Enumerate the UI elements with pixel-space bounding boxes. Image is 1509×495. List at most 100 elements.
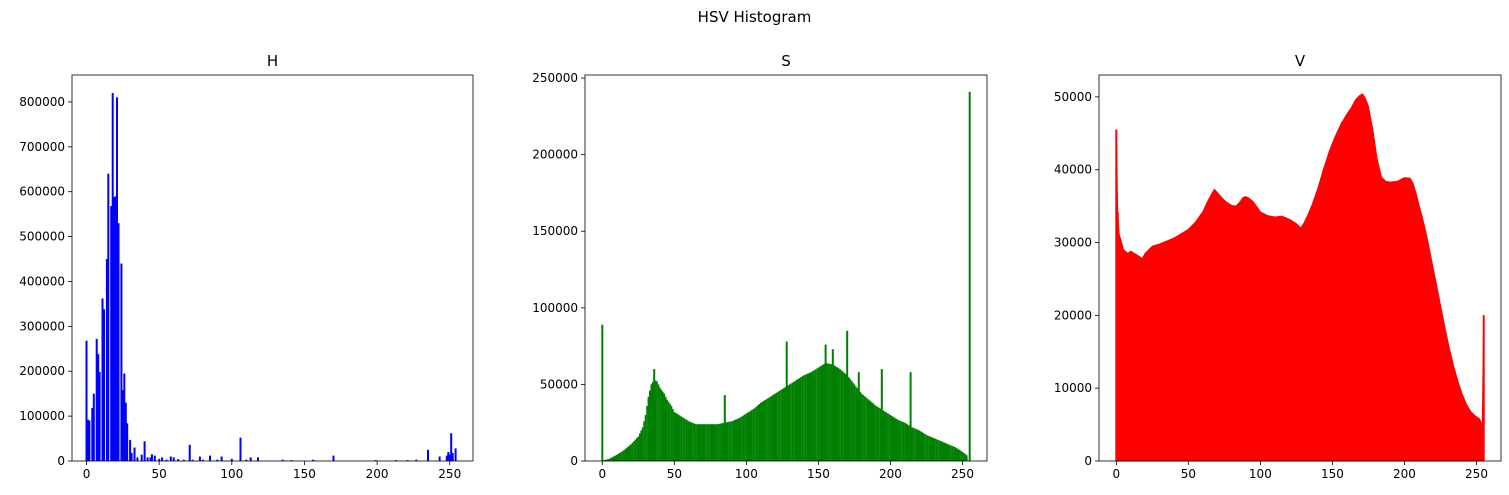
bar: [845, 374, 847, 461]
bar: [715, 424, 717, 461]
bar: [781, 389, 784, 461]
bar: [712, 424, 714, 461]
bar: [866, 398, 869, 461]
bar: [752, 408, 755, 461]
bar: [757, 405, 759, 461]
y-tick-label: 600000: [19, 185, 65, 199]
bar: [914, 428, 916, 461]
bar: [660, 389, 663, 461]
bar: [120, 263, 123, 461]
bar: [794, 380, 797, 461]
bar: [905, 423, 908, 461]
spike-bar: [1118, 235, 1121, 461]
bar: [136, 457, 139, 461]
bar: [840, 370, 843, 461]
x-tick-label: 50: [1181, 467, 1196, 481]
bar: [742, 415, 745, 461]
bar: [728, 421, 730, 461]
bar: [770, 396, 772, 461]
bar: [716, 424, 719, 461]
bar: [92, 393, 95, 461]
bar: [778, 390, 781, 461]
bar: [124, 402, 127, 461]
axes-frame: [71, 74, 474, 462]
bar: [780, 389, 782, 461]
bar: [810, 372, 812, 461]
bar: [938, 440, 941, 461]
bar: [146, 457, 149, 461]
bar: [896, 419, 899, 461]
chart-panel-s: S 0 50 100 150 200 250 0 50000 100000 150000 200000…: [532, 52, 988, 481]
bar: [113, 197, 116, 461]
bar: [617, 454, 619, 461]
bar: [758, 404, 761, 461]
bar: [829, 363, 831, 461]
bar: [964, 454, 967, 461]
bar: [290, 460, 293, 461]
bar: [114, 196, 117, 461]
bar: [928, 436, 931, 461]
x-tick-label: 250: [951, 467, 974, 481]
y-tick-label: 700000: [19, 140, 65, 154]
bar: [438, 456, 441, 461]
bar: [121, 390, 124, 461]
bar: [767, 398, 769, 461]
bar: [312, 459, 315, 461]
y-tick-label: 250000: [532, 71, 578, 85]
bar: [784, 387, 787, 461]
bar: [814, 369, 817, 461]
x-tick-label: 200: [366, 467, 389, 481]
bar: [209, 455, 211, 461]
bar: [689, 421, 691, 461]
bar: [663, 393, 665, 461]
chart-title: S: [781, 52, 791, 70]
bar: [816, 368, 818, 461]
bar: [615, 454, 618, 461]
bar: [741, 416, 743, 461]
y-tick-label: 50000: [1054, 90, 1092, 104]
bar: [849, 378, 851, 461]
x-tick-label: 0: [1112, 467, 1120, 481]
bar: [944, 442, 946, 461]
bar: [842, 371, 844, 461]
bar: [922, 433, 925, 461]
bar: [628, 445, 631, 461]
bar: [216, 459, 219, 461]
axes-frame: [1098, 74, 1502, 462]
chart-title: H: [267, 52, 278, 70]
bar: [885, 412, 887, 461]
bar: [787, 385, 789, 461]
bar: [820, 365, 823, 461]
bar: [888, 414, 890, 461]
bar: [85, 340, 88, 461]
bar: [775, 392, 778, 461]
bar: [931, 437, 933, 461]
bar: [624, 449, 627, 461]
x-tick-label: 200: [879, 467, 902, 481]
bar: [889, 415, 892, 461]
figure-suptitle: HSV Histogram: [697, 8, 812, 26]
bar: [657, 384, 660, 461]
bar: [631, 442, 634, 461]
bar: [130, 452, 133, 461]
bar: [853, 384, 856, 461]
bar: [918, 430, 921, 461]
bar: [879, 408, 882, 461]
bar: [788, 384, 791, 461]
bar: [91, 408, 94, 461]
bar: [833, 365, 836, 461]
bar: [790, 383, 792, 461]
bar: [123, 373, 126, 461]
bar: [165, 459, 168, 461]
bar: [765, 399, 768, 461]
bar: [873, 404, 876, 461]
bar: [626, 447, 628, 461]
bar: [901, 421, 903, 461]
bar: [963, 453, 965, 461]
bar: [695, 424, 697, 461]
bar: [198, 456, 201, 461]
bar: [672, 408, 674, 461]
bar: [960, 450, 962, 461]
bar: [955, 448, 958, 461]
bar: [852, 382, 854, 461]
